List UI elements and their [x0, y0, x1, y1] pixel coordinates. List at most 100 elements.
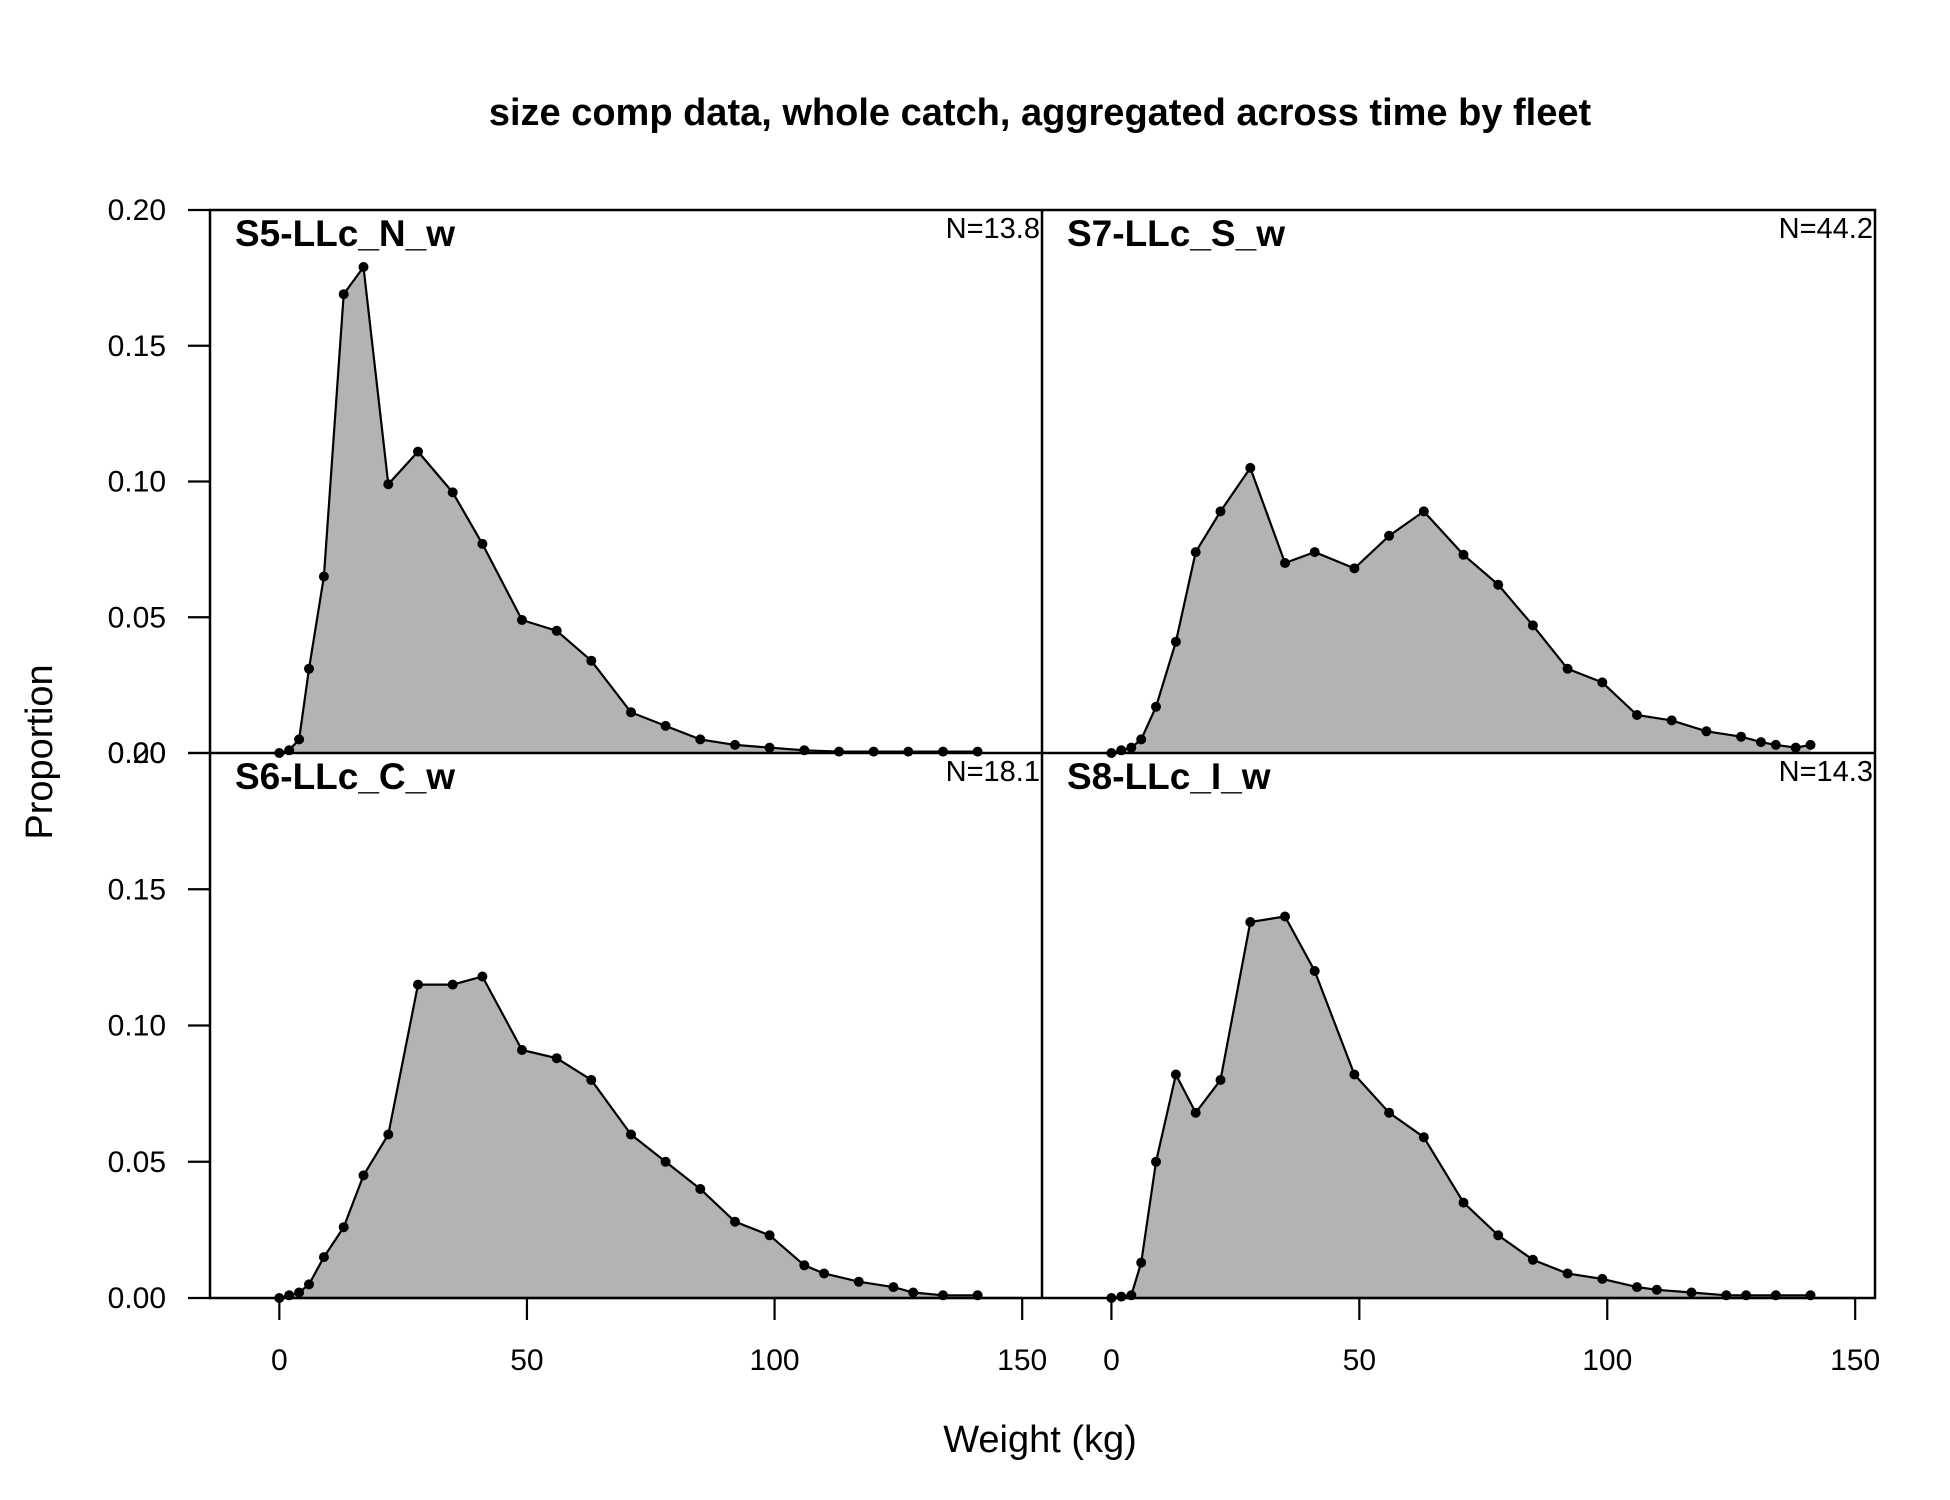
data-point — [1245, 462, 1256, 473]
y-tick-label: 0.15 — [108, 873, 166, 906]
data-point — [383, 1129, 394, 1140]
data-point — [1736, 731, 1747, 742]
sample-size-label: N=18.1 — [946, 756, 1040, 788]
panel-title: S6-LLc_C_w — [235, 756, 455, 797]
sample-size-label: N=13.8 — [946, 213, 1040, 245]
data-point — [1309, 547, 1320, 558]
data-point — [1170, 1069, 1181, 1080]
data-point — [1384, 1107, 1395, 1118]
data-point — [318, 571, 329, 582]
data-point — [908, 1287, 919, 1298]
data-point — [551, 1053, 562, 1064]
data-point — [338, 289, 349, 300]
data-point — [660, 1156, 671, 1167]
data-point — [413, 446, 423, 457]
data-point — [383, 479, 394, 490]
y-tick-label: 0.00 — [108, 737, 166, 770]
data-point — [730, 1216, 740, 1227]
data-point — [1151, 1156, 1161, 1167]
data-point — [304, 663, 314, 674]
data-point — [294, 1287, 305, 1298]
axes-layer: 0.000.050.100.150.200.000.050.100.150.20… — [108, 194, 1881, 1377]
data-point — [1632, 1282, 1642, 1293]
data-point — [1151, 701, 1161, 712]
data-point — [730, 739, 740, 750]
data-point — [1527, 620, 1538, 631]
x-tick-label: 150 — [1830, 1344, 1880, 1377]
y-tick-label: 0.05 — [108, 601, 166, 634]
data-point — [1136, 734, 1147, 745]
data-point — [1686, 1287, 1697, 1298]
x-tick-label: 50 — [1343, 1344, 1376, 1377]
data-point — [447, 979, 458, 990]
panel-S8-LLc_I_w: S8-LLc_I_w N=14.3 — [1067, 756, 1873, 1303]
data-point — [358, 262, 369, 272]
data-point — [888, 1282, 899, 1293]
data-point — [1790, 742, 1801, 753]
data-point — [477, 971, 488, 982]
data-point — [1136, 1257, 1147, 1268]
x-tick-label: 100 — [1582, 1344, 1632, 1377]
data-point — [358, 1170, 369, 1181]
data-point — [1562, 663, 1573, 674]
data-point — [318, 1252, 329, 1263]
data-point — [626, 1129, 636, 1140]
y-tick-label: 0.15 — [108, 330, 166, 363]
data-point — [1170, 636, 1181, 647]
panel-S6-LLc_C_w: S6-LLc_C_w N=18.1 — [235, 756, 1040, 1303]
data-point — [1215, 1075, 1226, 1085]
area-fill — [279, 267, 978, 753]
x-axis-title: Weight (kg) — [943, 1419, 1137, 1461]
data-point — [586, 1075, 597, 1085]
data-point — [764, 742, 775, 753]
data-point — [1597, 1273, 1608, 1284]
data-point — [1190, 547, 1201, 558]
x-tick-label: 150 — [997, 1344, 1047, 1377]
data-point — [764, 1230, 775, 1241]
data-point — [799, 1260, 810, 1271]
data-point — [1280, 558, 1290, 568]
data-point — [294, 734, 305, 745]
x-tick-label: 100 — [750, 1344, 800, 1377]
x-tick-label: 0 — [1103, 1344, 1120, 1377]
data-point — [1770, 739, 1781, 750]
data-point — [1651, 1284, 1662, 1295]
data-point — [1527, 1254, 1538, 1265]
data-point — [1805, 739, 1816, 750]
data-point — [1493, 1230, 1504, 1241]
data-point — [1493, 579, 1504, 590]
chart-title: size comp data, whole catch, aggregated … — [489, 92, 1592, 134]
series-line — [1111, 915, 1811, 1300]
data-point — [517, 1045, 527, 1055]
panel-title: S5-LLc_N_w — [235, 213, 455, 254]
data-point — [477, 538, 488, 549]
data-point — [1597, 677, 1608, 688]
y-axis-title: Proportion — [19, 664, 61, 839]
data-point — [695, 1184, 706, 1194]
sample-size-label: N=44.2 — [1779, 213, 1873, 245]
data-point — [1126, 742, 1137, 753]
data-point — [1245, 917, 1256, 927]
panel-S7-LLc_S_w: S7-LLc_S_w N=44.2 — [1067, 213, 1873, 758]
data-point — [1562, 1268, 1573, 1279]
data-point — [1280, 911, 1290, 922]
data-point — [1756, 737, 1766, 748]
data-point — [1215, 506, 1226, 517]
y-tick-label: 0.10 — [108, 1010, 166, 1043]
y-tick-label: 0.05 — [108, 1146, 166, 1179]
data-point — [1418, 506, 1429, 517]
data-point — [1632, 710, 1642, 720]
data-point — [853, 1276, 864, 1287]
data-point — [1666, 715, 1677, 726]
data-point — [868, 746, 879, 757]
data-point — [1384, 530, 1395, 541]
data-point — [1701, 726, 1712, 737]
data-point — [551, 625, 562, 636]
data-point — [586, 655, 597, 666]
data-point — [819, 1268, 830, 1279]
sample-size-label: N=14.3 — [1779, 756, 1873, 788]
data-point — [1190, 1107, 1201, 1118]
data-point — [1349, 1069, 1360, 1080]
data-point — [1418, 1132, 1429, 1143]
